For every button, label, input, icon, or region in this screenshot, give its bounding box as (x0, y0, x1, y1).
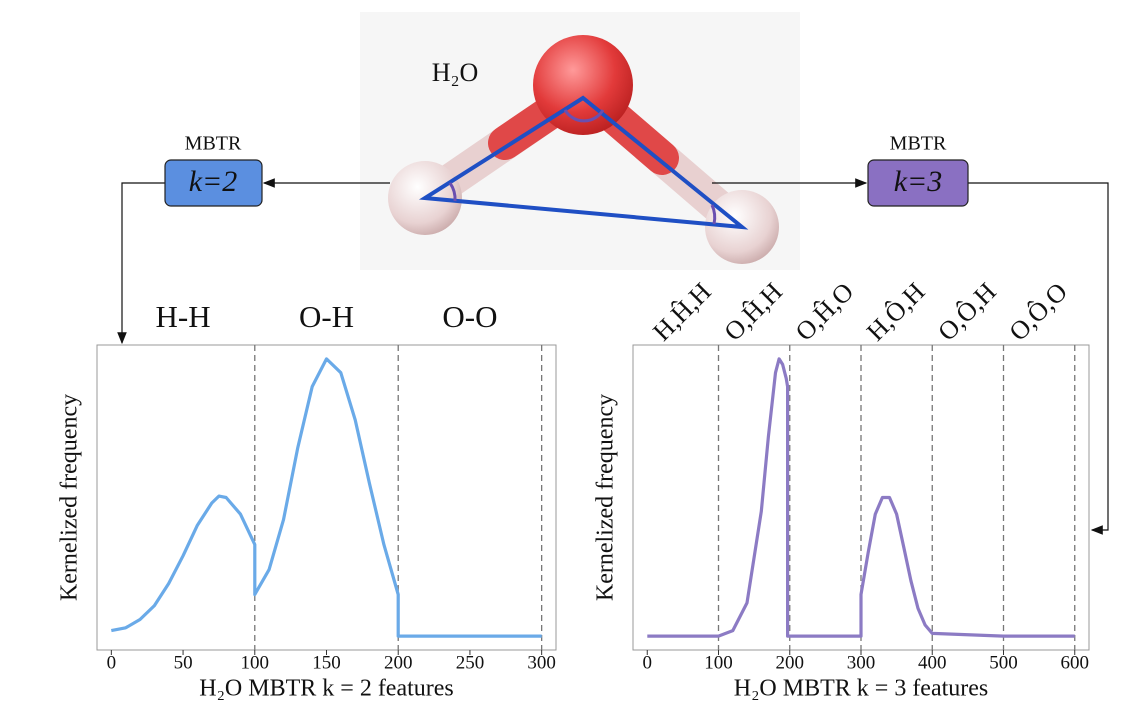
x-tick-label: 100 (241, 652, 270, 673)
line (110, 357, 542, 638)
region-label: O,Ô,H (932, 277, 1002, 347)
region-label: O-H (299, 299, 354, 334)
box-k3: MBTR k=3 (867, 133, 969, 207)
connectors (117, 178, 1109, 535)
x-tick-label: 600 (1061, 652, 1090, 673)
x-tick-label: 200 (776, 652, 805, 673)
x-tick-label: 300 (847, 652, 876, 673)
box-label: k=2 (189, 165, 238, 198)
y-axis-label: Kernelized frequency (593, 394, 619, 601)
x-tick-label: 100 (704, 652, 733, 673)
box-title: MBTR (890, 133, 947, 155)
region-label: O,Ĥ,H (718, 277, 788, 347)
box-title: MBTR (185, 133, 242, 155)
molecule-label: H₂O (432, 58, 479, 87)
chart: 0 50 100 150 200 250 300 H₂O MBTR k = 2 feature… (57, 299, 557, 702)
box (164, 159, 263, 207)
region-label: O-O (442, 299, 497, 334)
x-tick-label: 500 (989, 652, 1018, 673)
box-k2: MBTR k=2 (164, 133, 263, 207)
box (867, 159, 969, 207)
x-tick-label: 0 (643, 652, 653, 673)
region-label: O,Ĥ,O (790, 277, 860, 347)
x-tick-label: 200 (384, 652, 413, 673)
x-tick-label: 400 (918, 652, 947, 673)
x-tick-label: 150 (312, 652, 341, 673)
plot-frame (96, 344, 557, 651)
region-label: H,Ô,H (861, 277, 931, 347)
chart: 0 100 200 300 400 500 600 H₂O MBTR k = 3 featur… (593, 277, 1090, 702)
x-tick-label: 300 (527, 652, 556, 673)
x-axis-label: H₂O MBTR k = 2 features (199, 676, 454, 702)
box-label: k=3 (894, 165, 943, 198)
line (647, 357, 1075, 638)
x-axis-label: H₂O MBTR k = 3 features (734, 676, 989, 702)
x-tick-label: 250 (456, 652, 485, 673)
molecule: H₂O (360, 12, 800, 270)
x-tick-label: 50 (174, 652, 193, 673)
region-label: O,Ô,O (1003, 277, 1073, 347)
y-axis-label: Kernelized frequency (57, 394, 83, 601)
x-tick-label: 0 (107, 652, 117, 673)
region-label: H-H (156, 299, 211, 334)
region-label: H,Ĥ,H (647, 277, 717, 347)
